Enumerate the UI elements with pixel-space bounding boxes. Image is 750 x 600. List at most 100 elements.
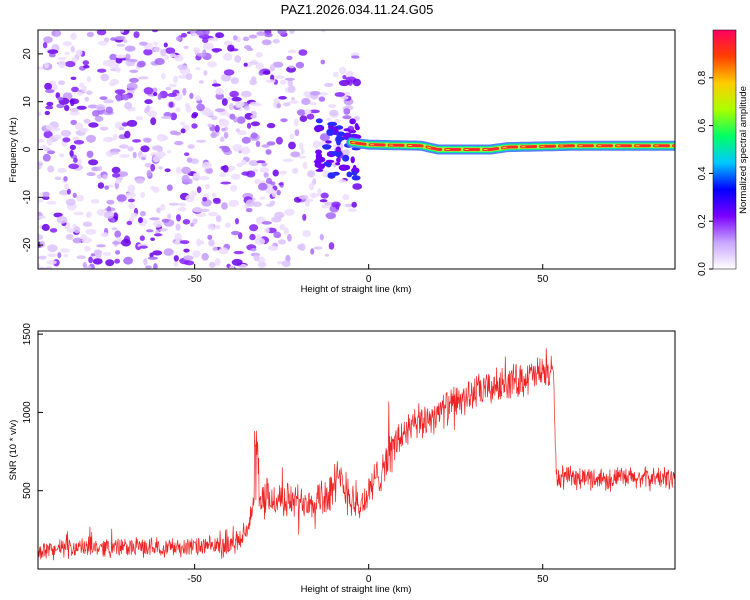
- noise-blob: [138, 154, 148, 158]
- noise-blob: [298, 49, 308, 56]
- noise-blob: [170, 112, 178, 121]
- noise-blob: [332, 71, 339, 78]
- noise-blob: [62, 137, 71, 143]
- noise-blob: [347, 208, 358, 212]
- noise-blob: [272, 61, 284, 68]
- noise-blob: [95, 104, 106, 111]
- noise-blob: [103, 211, 115, 219]
- noise-blob: [230, 173, 241, 180]
- noise-blob: [69, 108, 79, 112]
- noise-blob: [44, 82, 52, 91]
- transition-blob: [327, 121, 338, 127]
- noise-blob: [111, 166, 121, 174]
- noise-blob: [328, 242, 335, 250]
- noise-blob: [231, 258, 243, 266]
- noise-blob: [244, 112, 254, 120]
- noise-blob: [174, 240, 180, 245]
- noise-blob: [139, 210, 146, 217]
- noise-blob: [143, 87, 154, 95]
- noise-blob: [201, 252, 209, 261]
- noise-blob: [152, 155, 161, 163]
- transition-blob: [315, 152, 322, 161]
- noise-blob: [256, 31, 266, 36]
- noise-blob: [249, 224, 259, 232]
- noise-blob: [160, 48, 167, 57]
- noise-blob: [90, 253, 96, 257]
- noise-blob: [150, 117, 157, 126]
- noise-blob: [351, 201, 358, 208]
- noise-blob: [82, 60, 90, 66]
- noise-blob: [214, 258, 221, 266]
- noise-blob: [320, 59, 326, 65]
- noise-blob: [45, 89, 55, 94]
- noise-blob: [143, 137, 152, 143]
- noise-blob: [297, 155, 307, 159]
- noise-blob: [289, 133, 295, 140]
- noise-blob: [334, 118, 341, 124]
- noise-blob: [235, 101, 242, 109]
- noise-blob: [82, 221, 93, 227]
- noise-blob: [264, 32, 273, 38]
- spectrogram-xlabel: Height of straight line (km): [301, 284, 412, 295]
- noise-blob: [253, 254, 260, 262]
- noise-blob: [161, 218, 170, 223]
- noise-blob: [166, 184, 173, 191]
- noise-blob: [72, 192, 77, 198]
- noise-blob: [288, 49, 297, 54]
- noise-blob: [60, 130, 72, 137]
- noise-blob: [290, 97, 295, 101]
- noise-blob: [119, 154, 130, 158]
- noise-blob: [86, 150, 94, 158]
- spectrogram-xtick-label: 0: [366, 274, 372, 285]
- noise-blob: [249, 101, 259, 106]
- noise-blob: [309, 109, 320, 114]
- noise-blob: [164, 168, 171, 173]
- noise-blob: [324, 253, 330, 257]
- noise-blob: [183, 248, 190, 253]
- noise-blob: [236, 116, 246, 124]
- noise-blob: [136, 62, 145, 68]
- noise-blob: [139, 235, 145, 241]
- noise-blob: [43, 130, 53, 139]
- noise-blob: [259, 196, 266, 200]
- noise-blob: [96, 208, 107, 216]
- noise-blob: [211, 115, 218, 121]
- noise-blob: [218, 247, 229, 255]
- noise-blob: [251, 59, 258, 66]
- noise-blob: [342, 75, 347, 80]
- noise-blob: [41, 223, 50, 232]
- noise-blob: [344, 203, 353, 208]
- noise-blob: [96, 30, 107, 36]
- noise-blob: [198, 80, 204, 84]
- noise-blob: [116, 43, 126, 47]
- noise-blob: [128, 216, 135, 223]
- noise-blob: [151, 30, 159, 33]
- noise-blob: [273, 231, 282, 239]
- snr-ytick-label: 500: [22, 482, 33, 499]
- noise-blob: [156, 207, 161, 214]
- noise-blob: [178, 202, 187, 207]
- transition-blob: [325, 159, 335, 163]
- noise-blob: [83, 118, 91, 124]
- noise-blob: [46, 137, 53, 146]
- noise-blob: [86, 90, 93, 96]
- noise-blob: [184, 152, 190, 156]
- noise-blob: [82, 128, 89, 132]
- transition-blob: [342, 154, 350, 162]
- colorbar-label: Normalized spectral amplitude: [738, 86, 749, 214]
- transition-blob: [317, 163, 325, 170]
- noise-blob: [116, 236, 122, 242]
- noise-blob: [248, 160, 259, 167]
- transition-blob: [350, 156, 355, 164]
- noise-blob: [69, 110, 80, 116]
- noise-blob: [207, 234, 213, 240]
- noise-blob: [338, 179, 347, 184]
- noise-blob: [127, 146, 134, 152]
- noise-blob: [317, 187, 322, 196]
- noise-blob: [100, 232, 109, 238]
- noise-blob: [177, 64, 188, 70]
- noise-blob: [70, 32, 77, 40]
- noise-blob: [114, 89, 126, 95]
- noise-blob: [166, 150, 172, 154]
- noise-blob: [167, 213, 172, 219]
